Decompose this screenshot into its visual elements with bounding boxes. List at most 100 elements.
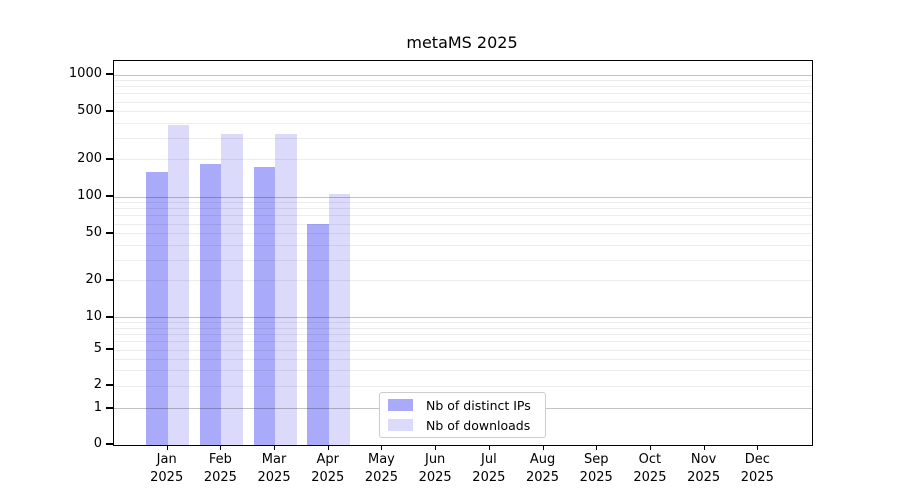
minor-gridline — [114, 369, 812, 371]
minor-gridline — [114, 215, 812, 217]
x-tick-label: Dec 2025 — [725, 451, 789, 486]
minor-gridline — [114, 93, 812, 95]
x-tick-label: Apr 2025 — [296, 451, 360, 486]
y-tick-label: 20 — [85, 271, 102, 287]
y-tick-mark — [106, 315, 113, 318]
minor-gridline — [114, 321, 812, 323]
major-gridline — [114, 74, 812, 76]
x-tick-mark — [649, 445, 651, 450]
y-tick-label: 10 — [85, 308, 102, 324]
minor-gridline — [114, 111, 812, 113]
minor-gridline — [114, 349, 812, 351]
x-tick-mark — [596, 445, 598, 450]
minor-gridline — [114, 333, 812, 335]
x-tick-label-month: Aug — [529, 452, 556, 467]
x-tick-label-month: Apr — [316, 452, 340, 467]
minor-gridline — [114, 208, 812, 210]
x-tick-label-year: 2025 — [257, 469, 291, 485]
bar-distinct-ips — [199, 164, 222, 445]
minor-gridline — [114, 138, 812, 140]
x-tick-label-month: Mar — [261, 452, 287, 467]
y-tick-label: 2 — [93, 377, 102, 393]
x-tick-mark — [274, 445, 276, 450]
x-tick-label-month: Jan — [156, 452, 177, 467]
x-tick-label: Oct 2025 — [618, 451, 682, 486]
x-tick-label-year: 2025 — [472, 469, 506, 485]
y-tick-mark — [106, 195, 113, 197]
y-tick-mark — [106, 157, 113, 160]
x-tick-mark — [220, 445, 222, 450]
minor-gridline — [114, 259, 812, 261]
bar-downloads — [221, 133, 243, 445]
legend-item-downloads: Nb of downloads — [388, 417, 537, 433]
minor-gridline — [114, 385, 812, 387]
y-tick-mark — [106, 384, 113, 387]
legend-label-distinct-ips: Nb of distinct IPs — [426, 397, 531, 413]
bar-downloads — [328, 194, 351, 445]
x-tick-label: Feb 2025 — [188, 451, 252, 486]
minor-gridline — [114, 159, 812, 161]
y-tick-mark — [106, 109, 113, 112]
x-tick-label-month: Feb — [208, 452, 232, 467]
x-tick-label: Jan 2025 — [135, 451, 199, 486]
minor-gridline — [114, 233, 812, 235]
y-tick-label: 0 — [93, 436, 102, 451]
bar-downloads — [167, 124, 190, 445]
x-tick-mark — [488, 445, 490, 450]
x-tick-label-year: 2025 — [525, 469, 560, 485]
x-tick-label-year: 2025 — [418, 469, 452, 485]
y-tick-mark — [106, 406, 113, 409]
major-gridline — [114, 317, 812, 318]
x-tick-label-year: 2025 — [150, 469, 184, 485]
y-tick-mark — [106, 278, 113, 281]
x-tick-label: Jul 2025 — [457, 451, 521, 486]
x-tick-label-year: 2025 — [203, 469, 237, 485]
bar-distinct-ips — [253, 166, 276, 445]
y-tick-label: 500 — [77, 102, 102, 118]
y-tick-mark — [106, 443, 113, 445]
x-tick-mark — [703, 445, 705, 450]
y-tick-label: 1000 — [68, 66, 102, 82]
x-tick-mark — [435, 445, 437, 450]
legend-swatch-distinct-ips-icon — [388, 399, 413, 411]
x-tick-label-year: 2025 — [687, 469, 721, 485]
bar-distinct-ips — [146, 171, 168, 445]
x-tick-label-year: 2025 — [579, 469, 613, 485]
y-tick-label: 50 — [85, 224, 102, 240]
minor-gridline — [114, 101, 812, 103]
major-gridline — [114, 196, 812, 198]
x-tick-label: May 2025 — [349, 451, 413, 486]
x-tick-label-year: 2025 — [740, 469, 774, 485]
minor-gridline — [114, 280, 812, 282]
x-tick-label-month: Jul — [481, 452, 497, 467]
x-tick-label-month: Jun — [424, 452, 446, 467]
x-tick-label: Mar 2025 — [242, 451, 306, 486]
minor-gridline — [114, 86, 812, 88]
minor-gridline — [114, 327, 812, 329]
x-tick-label-month: Sep — [583, 452, 609, 467]
y-tick-mark — [106, 231, 113, 234]
x-tick-mark — [327, 445, 329, 450]
x-tick-label-month: Oct — [638, 452, 662, 467]
grid-layer — [114, 61, 812, 445]
x-tick-label-year: 2025 — [633, 469, 667, 485]
plot-area — [113, 60, 813, 446]
x-tick-mark — [166, 445, 168, 450]
legend-swatch-downloads-icon — [388, 419, 413, 431]
x-tick-mark — [381, 445, 383, 450]
x-tick-label: Sep 2025 — [564, 451, 628, 486]
legend-label-downloads: Nb of downloads — [426, 417, 531, 433]
minor-gridline — [114, 223, 812, 225]
legend: Nb of distinct IPs Nb of downloads — [379, 392, 546, 438]
minor-gridline — [114, 341, 812, 343]
x-tick-label: Jun 2025 — [403, 451, 467, 486]
x-tick-label-month: May — [368, 452, 395, 467]
chart-title: metaMS 2025 — [406, 33, 518, 52]
x-tick-label-month: Nov — [690, 452, 717, 467]
y-tick-mark — [106, 348, 113, 351]
minor-gridline — [114, 202, 812, 204]
y-tick-label: 100 — [77, 188, 102, 203]
bars-layer — [114, 61, 812, 445]
x-tick-label: Nov 2025 — [672, 451, 736, 486]
